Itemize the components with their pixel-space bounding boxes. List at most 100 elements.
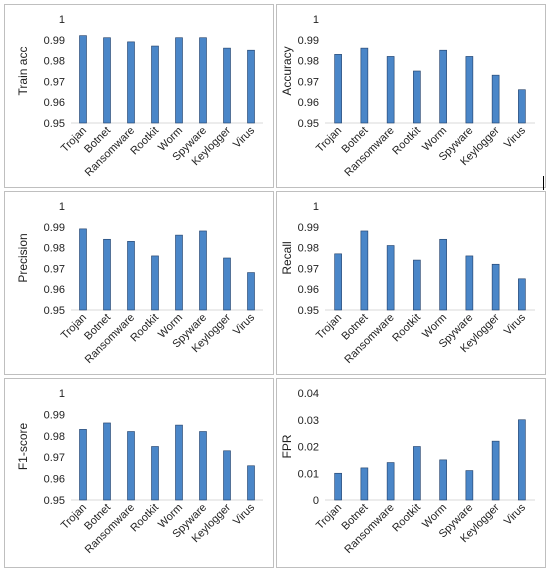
y-tick-label: 0.96 [44,474,65,486]
y-tick-label: 0.95 [44,305,65,317]
bar-worm [175,37,183,124]
bar-trojan [79,228,87,311]
y-tick-label: 1 [59,14,65,26]
y-tick-label: 0.95 [298,305,319,317]
y-tick-label: 0.96 [298,97,319,109]
bar-ransomware [386,56,395,124]
bar-keylogger [223,450,231,501]
chart-svg: 0.950.960.970.980.991RecallTrojanBotnetR… [280,201,535,366]
x-tick-label-virus: Virus [502,311,528,337]
bar-trojan [334,472,342,501]
y-tick-label: 0.01 [298,468,319,480]
bar-spyware [199,230,207,311]
chart-panel-recall: 0.95 0.96 0.97 0.98 0.99 1 Recall Trojan Botnet R… [276,191,546,375]
bar-trojan [334,54,342,124]
chart-panel-accuracy: 0.95 0.96 0.97 0.98 0.99 1 Accuracy Trojan Botne… [276,4,546,188]
bar-worm [175,424,183,501]
y-tick-label: 1 [59,388,65,400]
bar-rootkit [151,446,159,501]
y-tick-label: 0.97 [44,263,65,275]
bar-worm [175,234,183,311]
y-axis-title: F1-score [16,423,30,471]
x-tick-label-virus: Virus [502,501,528,527]
x-tick-label-virus: Virus [231,311,257,337]
bar-worm [439,238,447,311]
bar-virus [518,278,526,311]
y-tick-label: 0.96 [44,284,65,296]
y-tick-label: 1 [313,201,319,213]
bar-botnet [360,47,369,124]
y-tick-label: 0.96 [298,284,319,296]
bar-keylogger [223,257,231,311]
bar-spyware [465,255,474,311]
bar-ransomware [127,431,135,501]
y-axis-title: Accuracy [280,46,294,95]
bar-rootkit [413,70,421,124]
y-tick-label: 0.99 [44,409,65,421]
bar-rootkit [151,255,159,311]
chart-panel-f1-score: 0.95 0.96 0.97 0.98 0.99 1 F1-score Trojan Botne… [4,378,274,568]
bar-botnet [103,37,111,124]
y-tick-label: 0.98 [44,431,65,443]
bar-virus [247,49,255,124]
y-tick-label: 0.98 [298,56,319,68]
x-tick-label-virus: Virus [231,501,257,527]
bar-keylogger [491,74,500,124]
x-tick-label-virus: Virus [231,124,257,150]
bar-keylogger [223,47,231,124]
chart-panel-precision: 0.95 0.96 0.97 0.98 0.99 1 Precision Trojan Botn… [4,191,274,375]
bar-trojan [334,253,342,311]
bar-botnet [103,238,111,311]
bar-trojan [79,429,87,501]
bar-keylogger [491,263,500,311]
x-tick-label-virus: Virus [502,124,528,150]
bar-ransomware [127,41,135,124]
x-tick-label-rootkit: Rootkit [390,312,423,345]
bar-virus [247,465,255,501]
y-tick-label: 0 [313,495,319,507]
bar-botnet [360,230,369,311]
y-tick-label: 0.95 [44,118,65,130]
y-tick-label: 0.97 [44,452,65,464]
x-tick-label-rootkit: Rootkit [390,502,423,535]
chart-panel-fpr: 0 0.01 0.02 0.03 0.04 FPR Trojan Botnet Ransomwa… [276,378,546,568]
y-tick-label: 0.99 [298,222,319,234]
y-tick-label: 0.98 [44,243,65,255]
y-tick-label: 0.95 [44,495,65,507]
bar-trojan [79,35,87,124]
y-tick-label: 0.98 [298,243,319,255]
chart-svg: 00.010.020.030.04FPRTrojanBotnetRansomwa… [280,388,535,556]
y-tick-label: 0.97 [298,263,319,275]
y-tick-label: 0.99 [298,35,319,47]
bar-ransomware [386,462,395,501]
bar-spyware [465,470,474,501]
y-tick-label: 1 [313,14,319,26]
chart-svg: 0.950.960.970.980.991AccuracyTrojanBotne… [280,14,535,179]
bar-botnet [103,422,111,501]
y-tick-label: 0.04 [298,388,319,400]
y-tick-label: 0.97 [44,76,65,88]
y-axis-title: Recall [280,241,294,274]
bar-rootkit [151,45,159,124]
bar-botnet [360,467,369,501]
chart-panel-train-acc: 0.95 0.96 0.97 0.98 0.99 1 Train acc Trojan Botn… [4,4,274,188]
y-tick-label: 0.97 [298,76,319,88]
bar-ransomware [386,245,395,311]
bar-virus [518,89,526,124]
chart-svg: 0.950.960.970.980.991PrecisionTrojanBotn… [16,201,263,366]
chart-svg: 0.950.960.970.980.991F1-scoreTrojanBotne… [16,388,263,556]
y-tick-label: 0.98 [44,56,65,68]
bar-virus [247,272,255,311]
y-axis-title: Train acc [16,47,30,96]
bar-spyware [199,37,207,124]
y-axis-title: FPR [280,434,294,458]
y-tick-label: 0.99 [44,35,65,47]
bar-rootkit [413,446,421,501]
y-tick-label: 0.96 [44,97,65,109]
bar-spyware [465,56,474,124]
y-axis-title: Precision [16,233,30,282]
bar-worm [439,459,447,501]
y-tick-label: 0.99 [44,222,65,234]
bar-rootkit [413,259,421,311]
